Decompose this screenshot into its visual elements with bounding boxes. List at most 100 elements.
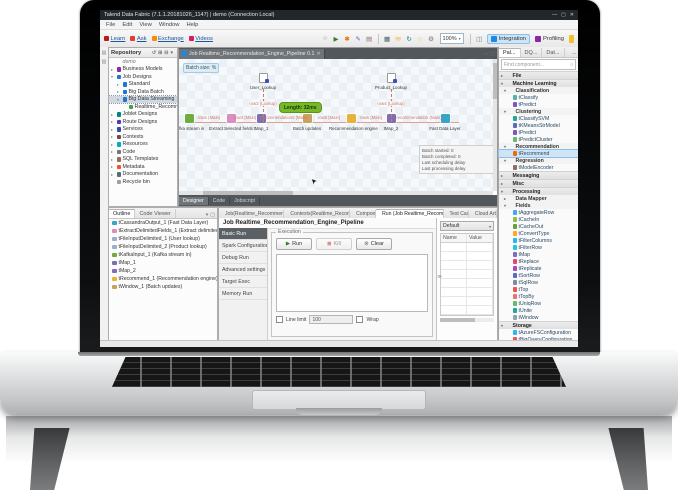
perspective-button[interactable]: Integration (486, 33, 531, 44)
table-row[interactable] (441, 243, 493, 252)
palette-row[interactable]: tFilterRow (499, 244, 578, 251)
toolbar-link[interactable]: Videos (188, 36, 213, 42)
toolbar-icon[interactable]: ✱ (344, 35, 350, 43)
palette-row[interactable]: tCacheIn (499, 216, 578, 223)
bottom-tab[interactable]: Test Cases (444, 210, 469, 218)
palette-row[interactable]: tClassifySVM (499, 115, 578, 122)
window-control-button[interactable]: ✕ (569, 12, 574, 18)
palette-row[interactable]: ▾ Processing (499, 187, 578, 195)
run-menu-item[interactable]: Advanced settings (219, 264, 267, 276)
table-row[interactable] (441, 297, 493, 306)
repository-toolbar-icon[interactable]: ↺ (151, 49, 157, 56)
palette-row[interactable]: ▾ Classification (499, 87, 578, 94)
line-limit-input[interactable]: 100 (309, 315, 354, 324)
repository-tree-item[interactable]: ▸ Documentation (109, 171, 177, 179)
expand-arrow-icon[interactable]: ▸ (111, 66, 114, 72)
sort-icon[interactable]: ▾ (205, 212, 209, 218)
expand-arrow-icon[interactable]: ▸ (111, 171, 114, 177)
perspective-button[interactable]: Profiling (532, 34, 567, 44)
minimize-icon[interactable]: ─ (572, 51, 576, 57)
open-perspective-icon[interactable]: ◫ (476, 35, 483, 43)
expand-arrow-icon[interactable]: ▾ (504, 88, 507, 93)
expand-arrow-icon[interactable]: ▾ (504, 109, 507, 114)
bottom-tab[interactable]: Contexts(Realtime_Recommendation_Engi... (284, 210, 351, 218)
bottom-tab[interactable]: Run (Job Realtime_Recommendation_Engin..… (376, 209, 444, 218)
expand-arrow-icon[interactable]: ▸ (504, 196, 507, 201)
menu-item[interactable]: Edit (122, 21, 133, 28)
execution-button[interactable]: ▶ Run (276, 238, 312, 250)
palette-row[interactable]: tModelEncoder (499, 164, 578, 171)
palette-row[interactable]: tAzureFSConfiguration (499, 329, 578, 336)
toolbar-icon[interactable]: ▤ (365, 35, 373, 43)
repository-tree-item[interactable]: ▸ Route Designs (109, 118, 177, 126)
repository-tree-item[interactable]: ▾ Big Data Streaming (109, 94, 177, 104)
toolbar-icon[interactable]: ▶ (333, 35, 339, 43)
palette-tab[interactable]: Dat... (542, 48, 565, 57)
window-control-button[interactable]: — (552, 12, 558, 18)
repository-tree-item[interactable]: ▸ Metadata (109, 163, 177, 171)
expand-arrow-icon[interactable]: ▸ (111, 134, 114, 140)
toolbar-link[interactable]: Ask (130, 36, 147, 42)
expand-arrow-icon[interactable]: ▸ (111, 126, 114, 132)
repository-toolbar-icon[interactable]: ⊟ (164, 49, 169, 56)
toolbar-icon[interactable]: ✎ (355, 35, 361, 43)
toolbar-icon[interactable]: ✉ (395, 35, 401, 43)
palette-row[interactable]: tClassify (499, 94, 578, 101)
expand-arrow-icon[interactable]: ▾ (504, 158, 507, 163)
lookup-component[interactable]: Product_Lookup (371, 73, 411, 90)
editor-mode-tab[interactable]: Designer (179, 196, 209, 205)
expand-arrow-icon[interactable]: ▾ (501, 323, 504, 328)
expand-arrow-icon[interactable]: ▾ (117, 96, 120, 102)
palette-row[interactable]: ▾ Recommendation (499, 143, 578, 150)
palette-row[interactable]: tTop (499, 286, 578, 293)
bottom-tab[interactable]: Component (350, 210, 377, 218)
menu-item[interactable]: View (139, 21, 152, 28)
find-component-search[interactable]: Find component... ○ (501, 59, 576, 70)
palette-row[interactable]: tPredict (499, 129, 578, 136)
palette-row[interactable]: tReplace (499, 258, 578, 265)
expand-arrow-icon[interactable]: ▸ (111, 119, 114, 125)
palette-row[interactable]: tMap (499, 251, 578, 258)
expand-arrow-icon[interactable]: ▸ (111, 149, 114, 155)
column-header[interactable]: Value (467, 234, 493, 242)
palette-row[interactable]: ▾ Regression (499, 157, 578, 164)
window-control-button[interactable]: ▢ (561, 12, 566, 18)
restore-view-icon[interactable]: ▤ (101, 50, 107, 56)
editor-tab[interactable]: Job Realtime_Recommendation_Engine_Pipel… (179, 48, 325, 59)
palette-row[interactable]: tUniqRow (499, 300, 578, 307)
bottom-tab[interactable]: Cloud Artifact (469, 210, 497, 218)
canvas-vertical-scrollbar[interactable] (493, 59, 497, 191)
repository-tree-item[interactable]: ▸ Joblet Designs (109, 111, 177, 119)
repository-toolbar-icon[interactable]: ⊞ (158, 49, 163, 56)
repository-tree-item[interactable]: ▸ Services (109, 126, 177, 134)
design-canvas[interactable]: Batch size: % Kafka stream in (179, 59, 493, 191)
editor-mode-tab[interactable]: Code (209, 196, 231, 205)
expand-arrow-icon[interactable]: ▾ (504, 203, 507, 208)
editor-mode-tab[interactable]: Jobscript (230, 196, 260, 205)
table-row[interactable] (441, 270, 493, 279)
palette-row[interactable]: ▸ Misc (499, 179, 578, 187)
expand-arrow-icon[interactable]: ▸ (117, 89, 120, 95)
expand-arrow-icon[interactable]: ▾ (501, 81, 504, 86)
menu-item[interactable]: Window (158, 21, 180, 28)
expand-arrow-icon[interactable]: ▾ (504, 144, 507, 149)
palette-row[interactable]: tBigQueryConfiguration (499, 336, 578, 343)
toolbar-icon[interactable]: ▦ (383, 35, 391, 43)
minimize-icon[interactable]: ─ (484, 50, 489, 57)
palette-row[interactable]: ▾ Clustering (499, 108, 578, 115)
repository-tree-item[interactable]: Realtime_Recommendation_Engine_Pipelin (109, 103, 177, 111)
run-menu-item[interactable]: Basic Run (219, 228, 267, 240)
repository-tree-item[interactable]: demo (109, 58, 177, 66)
collapse-panel-icon[interactable]: ≫ (437, 274, 443, 281)
perspective-overflow-icon[interactable] (569, 34, 574, 43)
palette-tab[interactable]: DQ... (521, 48, 543, 57)
expand-arrow-icon[interactable]: ▸ (111, 111, 114, 117)
context-select[interactable]: Default ▾ (440, 221, 494, 231)
repository-tree-item[interactable]: ▸ Code (109, 148, 177, 156)
expand-arrow-icon[interactable]: ▸ (111, 164, 114, 170)
outline-item[interactable]: tFileInputDelimited_2 (Product lookup) (109, 243, 217, 251)
toolbar-icon[interactable]: ☆ (417, 35, 423, 43)
expand-arrow-icon[interactable]: ▾ (111, 74, 114, 80)
outline-item[interactable]: tExtractDelimitedFields_1 (Extract delim… (109, 227, 217, 235)
palette-row[interactable]: ▸ File (499, 71, 578, 79)
